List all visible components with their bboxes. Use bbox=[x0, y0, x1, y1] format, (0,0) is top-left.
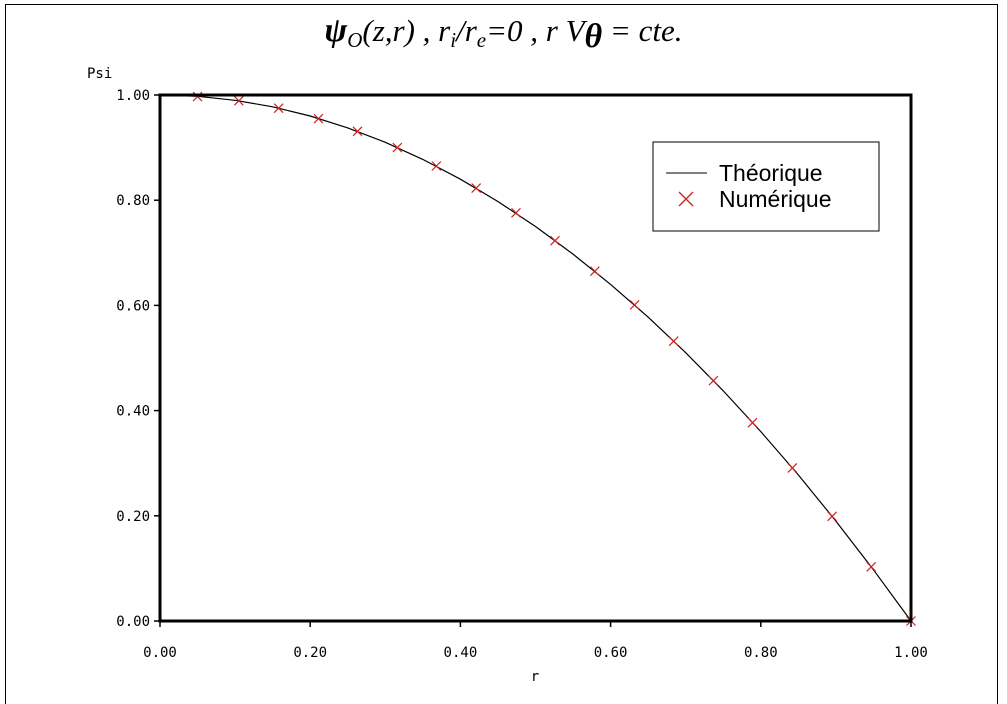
data-point-numerique bbox=[352, 126, 363, 137]
title-ri-subscript: i bbox=[450, 28, 457, 52]
data-point-numerique bbox=[747, 417, 758, 428]
plot-area-border bbox=[158, 93, 913, 623]
title-eq: =0 , r V bbox=[486, 13, 585, 48]
y-axis-title: Psi bbox=[87, 66, 112, 82]
x-tick-label: 0.00 bbox=[143, 645, 177, 661]
y-tick-label: 0.60 bbox=[116, 298, 150, 314]
data-point-numerique bbox=[866, 561, 877, 572]
series-line-theorique bbox=[159, 94, 912, 622]
legend-box bbox=[652, 141, 880, 232]
x-tick-label: 1.00 bbox=[894, 645, 928, 661]
y-tick-label: 1.00 bbox=[116, 88, 150, 104]
data-point-numerique bbox=[431, 161, 442, 171]
data-point-numerique bbox=[273, 103, 284, 114]
title-re-subscript: e bbox=[476, 28, 487, 52]
legend-marker-x bbox=[678, 191, 694, 207]
title-theta-subscript: θ bbox=[584, 18, 603, 55]
figure-frame bbox=[5, 4, 998, 704]
data-point-numerique bbox=[392, 142, 403, 153]
x-axis-title: r bbox=[531, 669, 539, 685]
data-point-numerique bbox=[629, 299, 640, 310]
title-psi: ψ bbox=[324, 12, 348, 49]
data-point-numerique bbox=[313, 113, 324, 124]
x-tick-label: 0.80 bbox=[744, 645, 778, 661]
x-tick-label: 0.20 bbox=[293, 645, 327, 661]
data-point-numerique bbox=[511, 207, 521, 218]
data-point-numerique bbox=[471, 183, 482, 194]
data-point-numerique bbox=[827, 511, 838, 522]
y-tick-label: 0.80 bbox=[116, 193, 150, 209]
legend-label-theorique: Théorique bbox=[719, 160, 823, 186]
data-point-numerique bbox=[668, 336, 679, 347]
data-point-numerique bbox=[708, 375, 719, 386]
data-point-numerique bbox=[787, 463, 798, 473]
legend: Théorique Numérique bbox=[652, 141, 880, 232]
chart-title: ψO(z,r) , ri/re=0 , r Vθ = cte. bbox=[0, 12, 1007, 56]
y-tick-label: 0.40 bbox=[116, 404, 150, 420]
y-tick-label: 0.00 bbox=[116, 614, 150, 630]
title-slash: /r bbox=[456, 13, 477, 48]
x-tick-label: 0.40 bbox=[444, 645, 478, 661]
data-point-numerique bbox=[233, 95, 244, 106]
legend-label-numerique: Numérique bbox=[719, 186, 832, 212]
data-point-numerique bbox=[589, 266, 600, 277]
title-tail: = cte. bbox=[602, 13, 683, 48]
title-args: (z,r) , r bbox=[362, 13, 451, 48]
y-tick-label: 0.20 bbox=[116, 509, 150, 525]
title-psi-subscript: O bbox=[347, 28, 363, 52]
data-point-numerique bbox=[550, 235, 560, 246]
x-tick-label: 0.60 bbox=[594, 645, 628, 661]
